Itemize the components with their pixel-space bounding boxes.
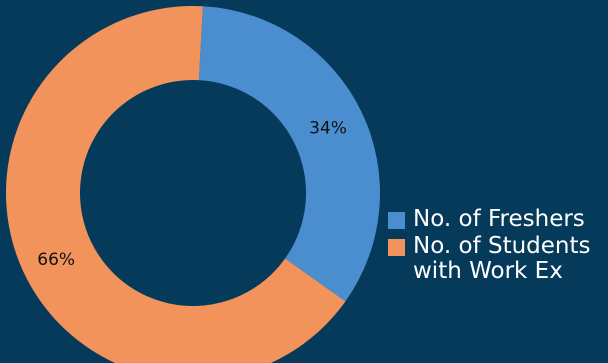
slices: [6, 6, 381, 363]
legend-item-freshers: No. of Freshers: [388, 207, 603, 232]
slice-freshers: [198, 6, 381, 302]
data-label-freshers: 34%: [309, 119, 347, 139]
legend-label-freshers: No. of Freshers: [413, 206, 585, 232]
legend-label-work-ex: No. of Students with Work Ex: [413, 233, 591, 284]
legend-item-work-ex: No. of Students with Work Ex: [388, 234, 603, 284]
legend-swatch-freshers: [388, 212, 405, 229]
legend: No. of Freshers No. of Students with Wor…: [388, 207, 603, 286]
data-label-work-ex: 66%: [37, 250, 75, 270]
slice-work-ex: [6, 6, 346, 363]
data-labels: 34% 66%: [37, 119, 347, 270]
legend-swatch-work-ex: [388, 239, 405, 256]
